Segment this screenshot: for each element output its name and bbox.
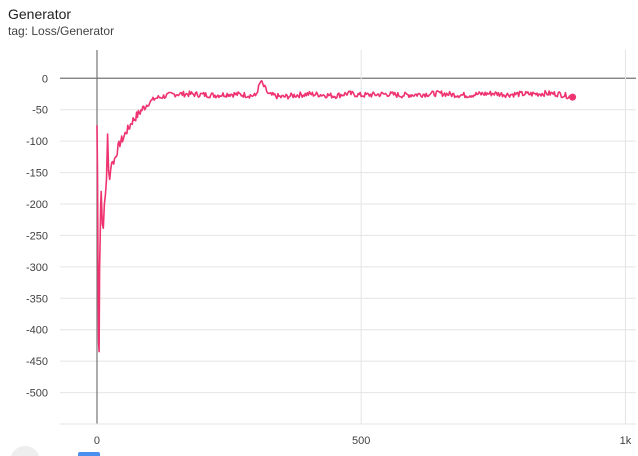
chart-subtitle: tag: Loss/Generator bbox=[8, 24, 115, 38]
x-tick-label: 500 bbox=[352, 435, 370, 447]
chart-title: Generator bbox=[8, 6, 72, 22]
data-toggle-button[interactable] bbox=[78, 452, 100, 456]
y-tick-label: -150 bbox=[26, 168, 48, 180]
y-tick-label: -200 bbox=[26, 199, 48, 211]
x-tick-label: 0 bbox=[94, 435, 100, 447]
y-tick-label: -450 bbox=[26, 356, 48, 368]
x-tick-label: 1k bbox=[620, 435, 632, 447]
y-tick-label: -300 bbox=[26, 262, 48, 274]
y-tick-label: -350 bbox=[26, 293, 48, 305]
series-end-point bbox=[569, 93, 577, 101]
expand-button[interactable] bbox=[10, 446, 40, 456]
series-line bbox=[96, 80, 574, 353]
y-tick-label: -400 bbox=[26, 325, 48, 337]
y-tick-label: 0 bbox=[42, 73, 48, 85]
y-tick-label: -250 bbox=[26, 230, 48, 242]
y-tick-label: -50 bbox=[32, 105, 48, 117]
y-tick-label: -500 bbox=[26, 388, 48, 400]
y-tick-label: -100 bbox=[26, 136, 48, 148]
